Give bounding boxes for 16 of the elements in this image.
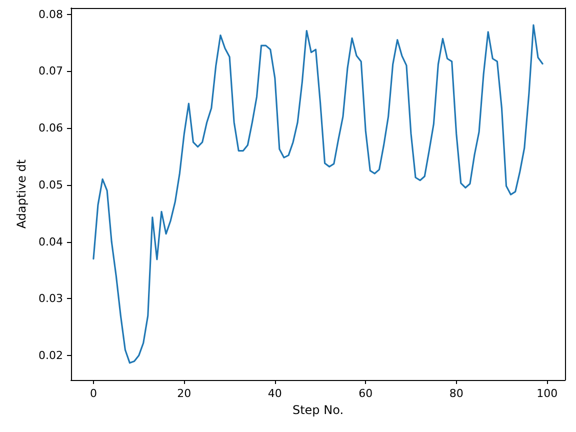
y-tick-label: 0.02 — [38, 349, 63, 362]
x-tick-label: 60 — [358, 387, 373, 400]
y-tick-label: 0.07 — [38, 64, 63, 78]
y-tick-label: 0.05 — [38, 178, 63, 192]
x-tick-label: 0 — [90, 387, 97, 400]
y-tick-label: 0.08 — [38, 8, 63, 21]
y-tick-label: 0.06 — [38, 122, 63, 135]
y-axis-title: Adaptive dt — [14, 159, 29, 229]
y-tick-label: 0.03 — [38, 292, 63, 306]
x-axis-title: Step No. — [292, 402, 344, 417]
x-tick-label: 20 — [177, 387, 192, 400]
line-series — [92, 24, 544, 364]
x-tick-label: 40 — [268, 387, 282, 400]
y-tick-label: 0.04 — [38, 235, 63, 248]
x-tick-label: 80 — [449, 387, 464, 400]
x-tick-label: 100 — [536, 387, 558, 400]
